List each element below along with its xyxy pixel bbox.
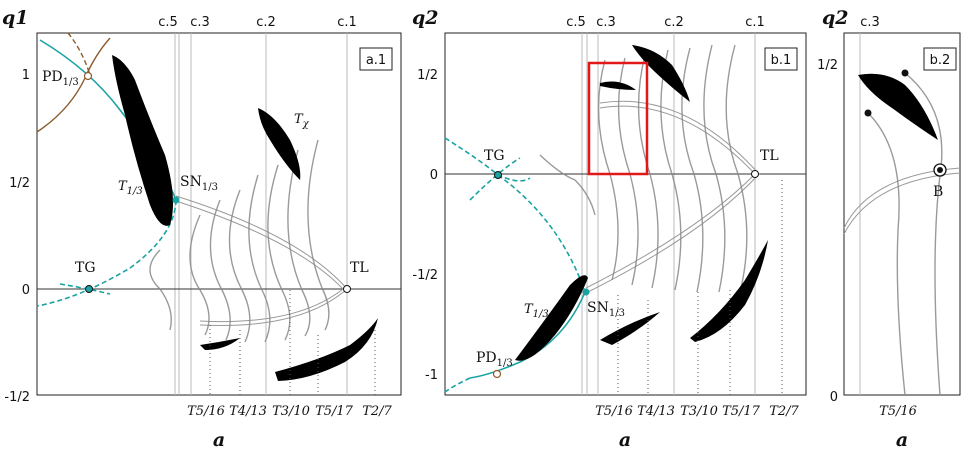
tg-point-a1 [85,285,93,293]
y-axis-label-a1: q1 [2,7,29,29]
y-tick: 1/2 [417,68,438,83]
y-tick: 1/2 [9,176,30,191]
point-label-sn-a1: SN1/3 [180,174,218,193]
plot-frame-a1 [36,32,402,396]
point-label-pd-a1: PD1/3 [42,69,79,88]
plot-frame-b1 [444,32,807,396]
bottom-label: T5/16 [879,404,917,419]
x-axis-label-b1: a [619,429,631,451]
panel-b1: b.1 q2 a 1/2 0 -1/2 -1 c.5 c.3 c.2 c.1 T… [412,7,807,451]
y-axis-label-b2: q2 [822,7,849,29]
bottom-label: T5/16 [187,404,225,419]
torus-loop-b1 [585,105,756,289]
y-tick: -1 [425,368,438,383]
top-tick: c.1 [745,15,765,30]
top-tick: c.3 [190,15,210,30]
y-tick: -1/2 [4,390,30,405]
point-label-b: B [933,184,943,200]
bottom-label: T2/7 [769,404,799,419]
top-tick: c.2 [664,15,684,30]
x-axis-label-a1: a [213,429,225,451]
bottom-label: T5/17 [722,404,761,419]
bottom-label: T4/13 [637,404,675,419]
top-tick: c.5 [566,15,586,30]
tl-point-b1 [751,170,759,178]
pd-point-b1 [492,369,502,379]
tongue-b2 [858,73,938,140]
plot-frame-b2 [843,32,961,396]
tongue-t13-a1 [112,55,174,226]
y-tick: 1/2 [817,58,838,73]
panel-label-b2: b.2 [930,53,951,68]
top-tick: c.3 [596,15,616,30]
top-tick: c.5 [158,15,178,30]
bottom-label: T5/17 [315,404,354,419]
y-tick: 0 [22,283,30,298]
tg-point-b1 [494,171,502,179]
y-tick: 1 [22,68,30,83]
bottom-label: T2/7 [362,404,392,419]
tongue-t13-b1 [515,275,588,361]
y-axis-label-b1: q2 [412,7,439,29]
region-label-t13-b1: T1/3 [524,302,549,320]
x-axis-label-b2: a [896,429,908,451]
panel-label-a1: a.1 [366,53,386,68]
point-label-tl-b1: TL [760,148,779,164]
point-label-pd-b1: PD1/3 [476,350,513,369]
y-tick: 0 [430,168,438,183]
tongue-tchi-a1 [258,108,301,180]
point-label-tg-b1: TG [484,148,505,164]
y-tick: -1/2 [412,268,438,283]
region-label-t13-a1: T1/3 [118,179,143,197]
panel-a1: a.1 q1 a 1 1/2 0 -1/2 c.5 c.3 c.2 c.1 T5… [2,7,402,451]
sn-point-a1 [172,196,180,204]
zoom-region-box [587,61,649,176]
panel-label-b1: b.1 [771,53,792,68]
sn-curve-dashed-b1 [497,174,586,293]
top-tick: c.2 [256,15,276,30]
tl-point-a1 [343,285,351,293]
sn-curve-b1 [469,291,586,379]
point-label-tl-a1: TL [350,260,369,276]
top-tick: c.1 [337,15,357,30]
bottom-label: T3/10 [272,404,310,419]
point-label-sn-b1: SN1/3 [587,300,625,319]
point-label-tg-a1: TG [75,260,96,276]
pd-point-a1 [83,71,93,81]
bottom-label: T3/10 [680,404,718,419]
panel-b2: b.2 q2 a 1/2 0 c.3 T5/16 B [817,7,961,451]
y-tick: 0 [830,390,838,405]
top-tick: c.3 [860,15,880,30]
bottom-label: T4/13 [229,404,267,419]
bottom-label: T5/16 [595,404,633,419]
sn-point-b1 [582,288,590,296]
region-label-tchi-a1: Tχ [294,112,310,130]
torus-loop-a1 [175,195,348,326]
